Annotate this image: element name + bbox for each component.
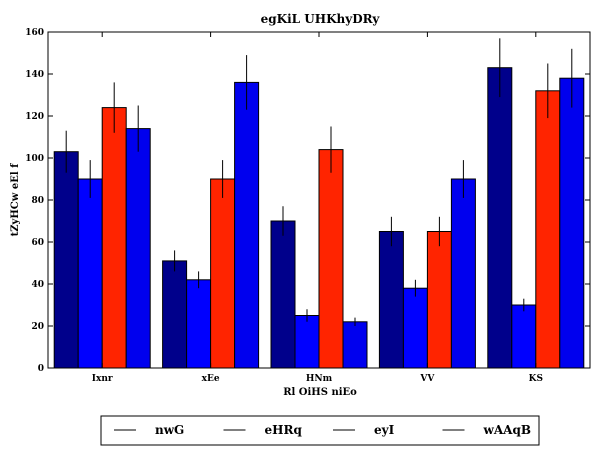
legend-box [100,415,540,446]
bar-eyI-HNm [318,149,344,369]
bar-wAAqB-Ixnr [125,128,151,369]
bar-eyI-xEe [210,178,236,369]
bar-eyI-Ixnr [101,107,127,369]
bar-nwG-Ixnr [53,151,79,369]
x-tick-label-xEe: xEe [202,374,220,384]
y-tick-label: 120 [25,112,44,122]
legend-label-eyI: eyI [374,423,395,437]
bar-wAAqB-xEe [234,81,260,369]
x-tick-label-Ixnr: Ixnr [92,374,113,384]
y-axis-label: tZyHCw eEl f [10,163,21,236]
y-tick-label: 0 [38,364,44,374]
bar-eyI-KS [535,90,561,369]
x-axis-ticks: Ixnr xEe HNm VV KS [92,32,543,384]
y-tick-label: 80 [31,196,44,206]
y-tick-label: 20 [31,322,44,332]
y-tick-label: 140 [25,70,44,80]
bar-wAAqB-KS [559,77,585,369]
bar-nwG-xEe [162,260,188,369]
bar-eHRq-KS [511,304,537,369]
error-bars-layer [65,38,573,326]
bar-eHRq-xEe [186,279,212,369]
bar-nwG-HNm [270,220,296,369]
bar-wAAqB-HNm [342,321,368,369]
bar-nwG-VV [378,231,404,369]
x-tick-label-VV: VV [419,374,435,384]
y-tick-label: 60 [31,238,44,248]
x-tick-label-HNm: HNm [306,374,333,384]
y-tick-label: 40 [31,280,44,290]
bar-eHRq-Ixnr [77,178,103,369]
bar-nwG-KS [487,67,513,369]
x-tick-label-KS: KS [529,374,543,384]
legend: nwG eHRq eyI wAAqB [114,423,531,437]
legend-label-wAAqB: wAAqB [483,423,531,437]
y-axis-ticks: 0 20 40 60 80 100 120 140 160 [25,28,590,374]
bar-eyI-VV [426,231,452,369]
legend-label-nwG: nwG [155,423,184,437]
bar-eHRq-VV [402,287,428,369]
x-axis-label: Rl OiHS niEo [283,387,357,398]
y-tick-label: 160 [25,28,44,38]
bars-layer [53,67,585,369]
bar-wAAqB-VV [450,178,476,369]
y-tick-label: 100 [25,154,44,164]
bar-eHRq-HNm [294,315,320,369]
chart-title: egKiL UHKhyDRy [261,12,381,26]
legend-label-eHRq: eHRq [265,423,303,437]
